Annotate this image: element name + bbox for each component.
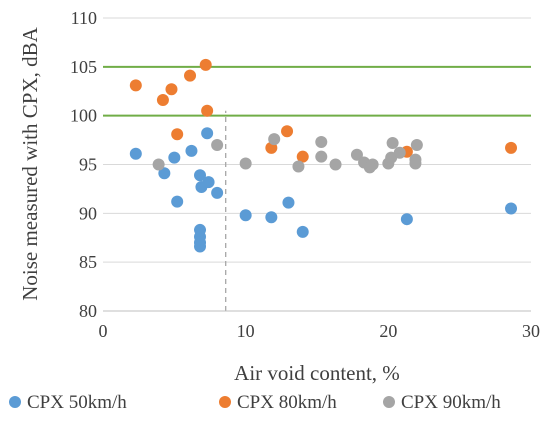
data-point-cpx-50km-h <box>158 167 171 180</box>
data-point-cpx-50km-h <box>505 202 518 215</box>
data-point-cpx-80km-h <box>184 69 197 82</box>
data-point-cpx-90km-h <box>410 138 423 151</box>
x-tick-label: 30 <box>522 321 540 341</box>
data-point-cpx-90km-h <box>409 157 422 170</box>
data-point-cpx-50km-h <box>194 169 207 182</box>
data-point-cpx-50km-h <box>211 186 224 199</box>
data-point-cpx-50km-h <box>168 151 181 164</box>
y-tick-label: 85 <box>79 252 97 272</box>
tick-labels: 80 85 90 95 100 105 110 0 10 20 30 <box>70 8 540 341</box>
legend-label: CPX 90km/h <box>401 392 501 413</box>
data-point-cpx-90km-h <box>211 138 224 151</box>
x-axis-title: Air void content, % <box>234 361 400 385</box>
legend-marker <box>9 396 21 408</box>
x-tick-label: 20 <box>379 321 397 341</box>
data-point-cpx-90km-h <box>350 148 363 161</box>
data-point-cpx-80km-h <box>171 128 184 141</box>
y-axis-title: Noise measured with CPX, dBA <box>18 26 42 300</box>
data-point-cpx-50km-h <box>282 196 295 209</box>
data-point-cpx-80km-h <box>129 79 142 92</box>
x-tick-label: 10 <box>237 321 255 341</box>
data-point-cpx-80km-h <box>505 141 518 154</box>
data-points <box>129 58 518 253</box>
data-point-cpx-90km-h <box>315 136 328 149</box>
y-tick-label: 100 <box>70 106 97 126</box>
legend-label: CPX 80km/h <box>237 392 337 413</box>
legend-label: CPX 50km/h <box>27 392 127 413</box>
data-point-cpx-80km-h <box>201 104 214 117</box>
legend-marker <box>219 396 231 408</box>
data-point-cpx-90km-h <box>239 157 252 170</box>
reference-lines <box>103 65 531 311</box>
data-point-cpx-90km-h <box>329 158 342 171</box>
data-point-cpx-50km-h <box>239 209 252 222</box>
data-point-cpx-90km-h <box>393 146 406 159</box>
data-point-cpx-90km-h <box>363 161 376 174</box>
data-point-cpx-50km-h <box>265 211 278 224</box>
data-point-cpx-90km-h <box>315 150 328 163</box>
data-point-cpx-90km-h <box>268 133 281 146</box>
y-tick-label: 95 <box>79 155 97 175</box>
data-point-cpx-80km-h <box>156 94 169 107</box>
data-point-cpx-90km-h <box>152 158 165 171</box>
gridlines <box>103 17 531 312</box>
y-tick-label: 110 <box>71 8 97 28</box>
legend-marker <box>383 396 395 408</box>
data-point-cpx-50km-h <box>171 195 184 208</box>
y-tick-label: 90 <box>79 203 97 223</box>
data-point-cpx-50km-h <box>129 147 142 160</box>
data-point-cpx-90km-h <box>386 137 399 150</box>
data-point-cpx-50km-h <box>202 176 215 189</box>
data-point-cpx-50km-h <box>201 127 214 140</box>
data-point-cpx-50km-h <box>400 213 413 226</box>
data-point-cpx-80km-h <box>281 125 294 138</box>
data-point-cpx-80km-h <box>199 58 212 71</box>
legend: CPX 50km/h CPX 80km/h CPX 90km/h <box>9 392 501 413</box>
data-point-cpx-80km-h <box>296 150 309 163</box>
x-tick-label: 0 <box>99 321 108 341</box>
data-point-cpx-80km-h <box>165 83 178 96</box>
y-tick-label: 80 <box>79 301 97 321</box>
data-point-cpx-50km-h <box>296 225 309 238</box>
data-point-cpx-50km-h <box>194 240 207 253</box>
data-point-cpx-50km-h <box>185 144 198 157</box>
y-tick-label: 105 <box>70 57 97 77</box>
data-point-cpx-90km-h <box>292 160 305 173</box>
